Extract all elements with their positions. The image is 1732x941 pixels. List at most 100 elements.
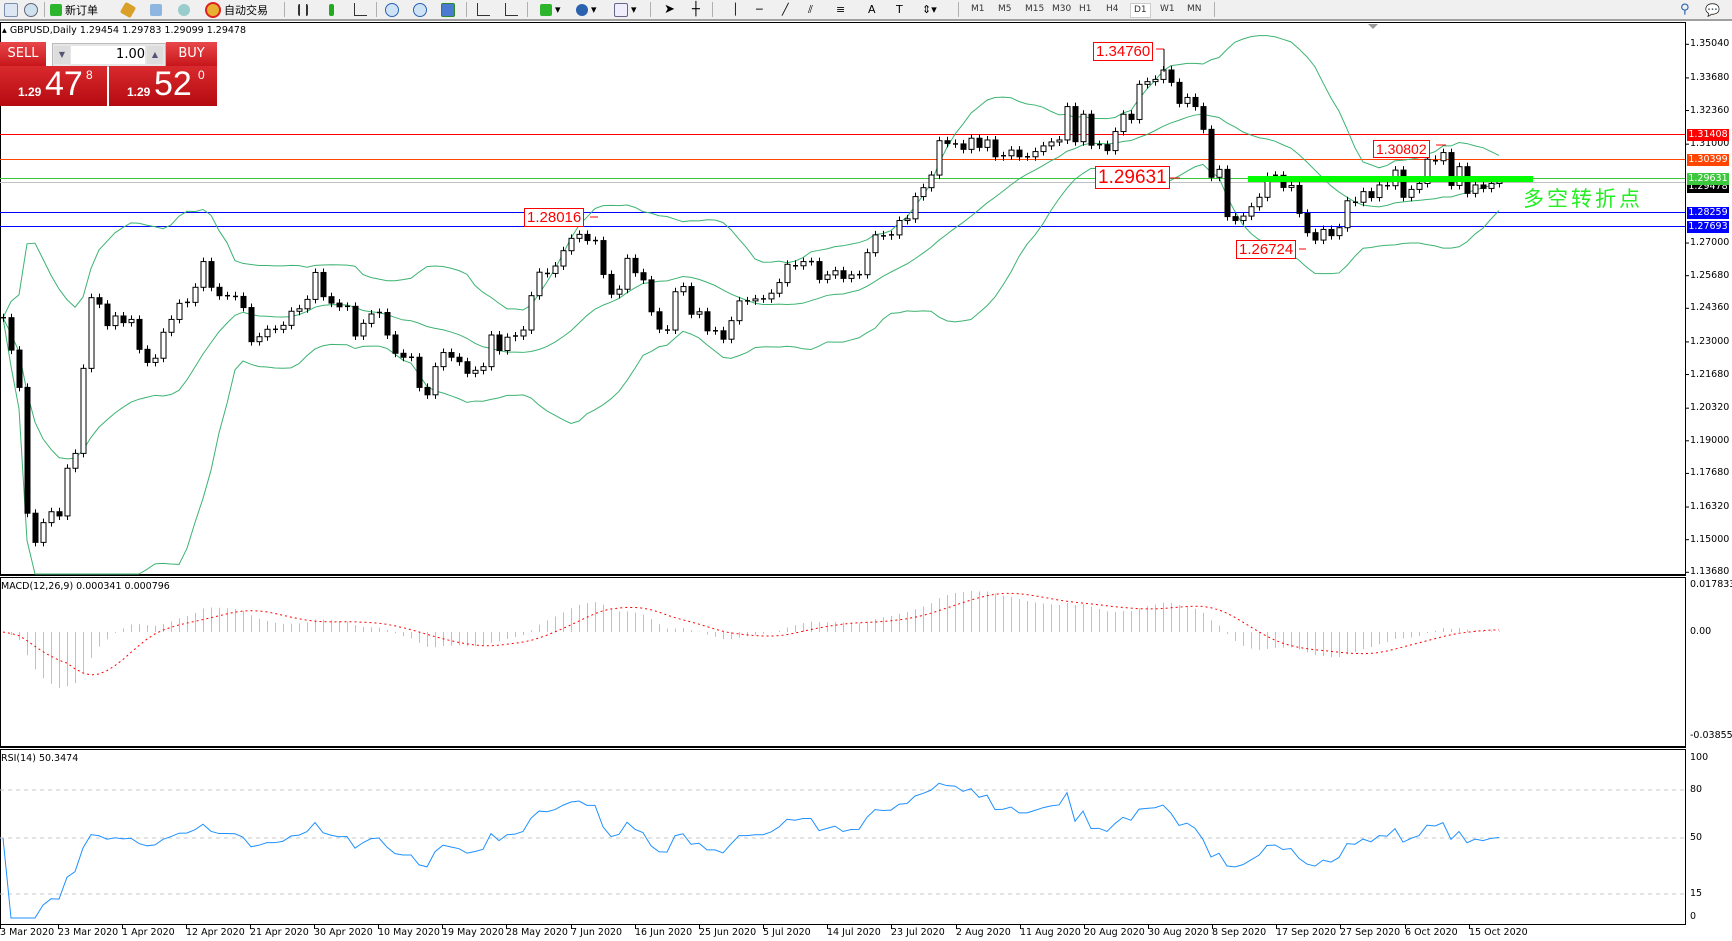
candle-bullish	[192, 286, 199, 303]
candle-bullish	[1416, 182, 1423, 190]
line-chart-button[interactable]	[354, 2, 370, 17]
candle-bearish	[216, 286, 223, 297]
auto-trading-button[interactable]: 自动交易	[205, 1, 268, 18]
candle-chart-button[interactable]	[326, 2, 337, 17]
candle-bearish	[1016, 149, 1023, 158]
candle-bullish	[1080, 113, 1087, 143]
date-label: 20 Aug 2020	[1084, 927, 1145, 938]
text-label-button[interactable]: T	[896, 2, 903, 17]
candle-bearish	[720, 330, 727, 340]
zoom-out-button[interactable]	[413, 2, 430, 17]
market-watch-button[interactable]	[4, 2, 21, 17]
candle-bearish	[96, 297, 103, 305]
lot-decrease-button[interactable]: ▼	[54, 46, 70, 64]
date-label: 28 May 2020	[506, 927, 568, 938]
candle-bullish	[1240, 215, 1247, 222]
candle-bearish	[944, 140, 951, 144]
vertical-line-button[interactable]: │	[732, 2, 739, 17]
candle-bearish	[464, 361, 471, 374]
timeframe-m30[interactable]: M30	[1052, 4, 1072, 14]
candle-bearish	[608, 273, 615, 295]
timeframe-m15[interactable]: M15	[1025, 4, 1045, 14]
crosshair-button[interactable]: ┼	[692, 2, 700, 17]
candle-bullish	[264, 328, 271, 338]
separator	[650, 2, 651, 17]
timeframe-d1[interactable]: D1	[1130, 3, 1151, 18]
templates-button[interactable]: ▾	[614, 2, 637, 17]
timeframe-m1[interactable]: M1	[971, 4, 985, 14]
candle-bearish	[1128, 113, 1135, 120]
strategy-button[interactable]	[150, 2, 165, 17]
buy-price-button[interactable]: 1.29 52 0	[109, 65, 217, 106]
candle-bullish	[920, 187, 927, 198]
arrows-button[interactable]: ⇕▾	[922, 2, 937, 17]
separator	[284, 2, 285, 17]
signal-icon	[178, 3, 190, 16]
candle-bearish	[584, 233, 591, 242]
candle-bearish	[1400, 169, 1407, 198]
horizontal-line-button[interactable]: ─	[756, 2, 763, 17]
date-label: 21 Apr 2020	[250, 927, 309, 938]
candle-bullish	[480, 366, 487, 371]
sell-button[interactable]: SELL	[0, 42, 46, 66]
bar-chart-button[interactable]	[298, 2, 311, 17]
sell-price-button[interactable]: 1.29 47 8	[0, 65, 107, 106]
candle-bearish	[1448, 152, 1455, 186]
candle-bullish	[312, 271, 319, 300]
timeframe-h1[interactable]: H1	[1079, 4, 1092, 14]
cursor-button[interactable]: ➤	[664, 2, 675, 17]
fibonacci-button[interactable]: ≡	[836, 2, 845, 17]
price-axis-label: 1.35040	[1690, 38, 1730, 50]
text-label-icon: T	[896, 3, 903, 16]
timeframe-h4[interactable]: H4	[1106, 4, 1119, 14]
candle-bullish	[1344, 200, 1351, 229]
chart-shift-button[interactable]	[477, 2, 493, 17]
periods-button[interactable]: ▾	[576, 2, 597, 17]
separator	[376, 2, 377, 17]
timeframe-m5[interactable]: M5	[998, 4, 1012, 14]
new-order-button[interactable]: 新订单	[50, 2, 98, 17]
candle-bearish	[1208, 128, 1215, 178]
candle-bearish	[1480, 184, 1487, 189]
candle-bullish	[488, 334, 495, 368]
candle-bullish	[800, 261, 807, 267]
timeframe-w1[interactable]: W1	[1160, 4, 1175, 14]
collapse-arrow-icon[interactable]: ▴	[2, 25, 7, 36]
candle-bearish	[1304, 212, 1311, 234]
price-annotation-1.29631: 1.29631	[1095, 166, 1170, 189]
bollinger-upper-band	[2, 35, 1500, 318]
candle-bearish	[656, 311, 663, 330]
buy-price-prefix: 1.29	[127, 85, 151, 99]
zoom-in-icon	[385, 2, 399, 17]
price-axis-label: 1.31000	[1690, 138, 1730, 150]
separator	[958, 2, 959, 17]
zoom-in-button[interactable]	[385, 2, 402, 17]
candle-bearish	[240, 295, 247, 309]
timeframe-mn[interactable]: MN	[1187, 4, 1202, 14]
candle-bullish	[984, 139, 991, 148]
search-button[interactable]: ⚲	[1680, 2, 1690, 17]
equidistant-channel-button[interactable]: ⫽	[808, 2, 813, 17]
price-annotation-1.26724: 1.26724	[1236, 240, 1297, 259]
navigator-button[interactable]	[24, 2, 41, 17]
lot-increase-button[interactable]: ▲	[147, 46, 163, 64]
candle-bearish	[976, 137, 983, 148]
rsi-axis-label: 0	[1690, 911, 1697, 922]
lot-size-stepper[interactable]: ▼ 1.00 ▲	[52, 43, 166, 67]
lot-size-input[interactable]: 1.00	[71, 46, 145, 64]
tile-windows-button[interactable]	[441, 2, 458, 17]
price-axis-label: 1.15000	[1690, 533, 1730, 545]
candle-bearish	[1088, 113, 1095, 146]
candle-bullish	[128, 318, 135, 324]
buy-button[interactable]: BUY	[166, 42, 217, 66]
text-button[interactable]: A	[868, 2, 876, 17]
date-label: 16 Jun 2020	[635, 927, 693, 938]
candle-bullish	[936, 140, 943, 176]
autoscroll-button[interactable]	[505, 2, 521, 17]
trendline-button[interactable]: ╱	[782, 2, 789, 17]
indicators-button[interactable]: ▾	[540, 2, 561, 17]
candle-bearish	[1232, 216, 1239, 222]
chat-button[interactable]: 💬	[1705, 2, 1720, 17]
signals-button[interactable]	[178, 2, 193, 17]
